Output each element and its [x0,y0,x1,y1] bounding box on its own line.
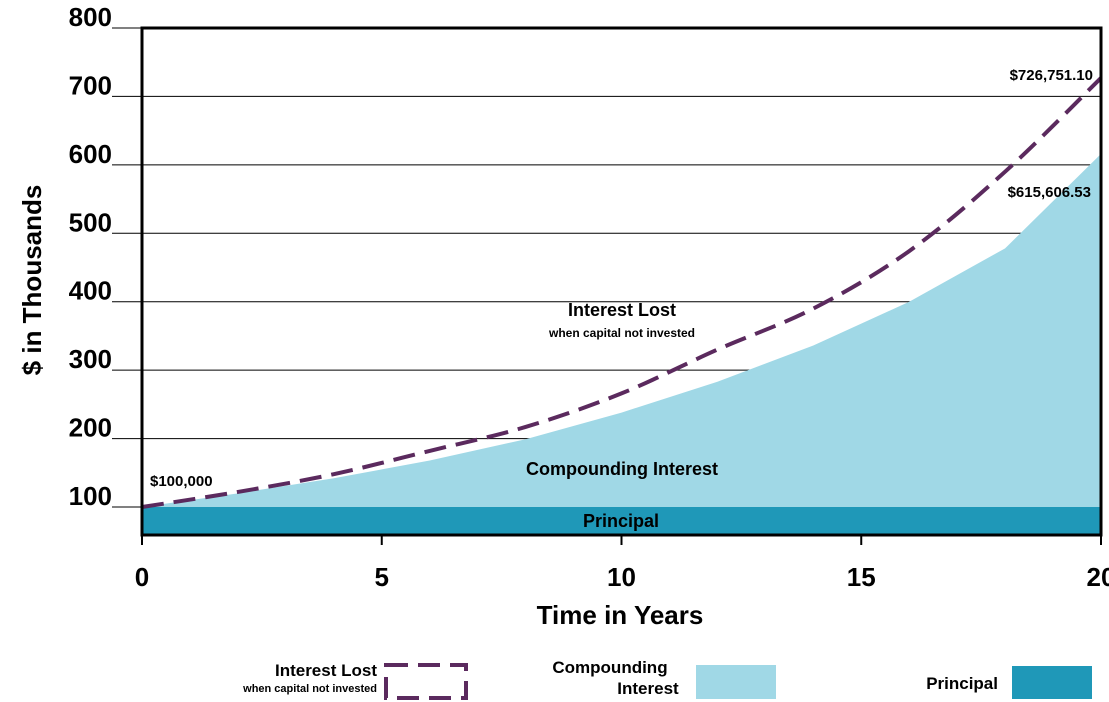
legend-compounding-sublabel: Interest [617,679,679,698]
legend: Interest Lost when capital not invested … [242,658,1092,700]
y-tick-label-200: 200 [69,413,112,443]
compounding-end-value: $615,606.53 [1008,184,1091,201]
x-tick-label-20: 20 [1087,562,1109,592]
principal-annotation: Principal [583,511,659,531]
interest-lost-annotation: Interest Lost [568,300,676,320]
area-layer [142,153,1101,536]
compounding-interest-area [142,153,1101,507]
legend-principal-swatch [1012,666,1092,699]
y-axis-title: $ in Thousands [17,185,47,376]
x-axis-title: Time in Years [537,600,704,630]
legend-interest-lost-sublabel: when capital not invested [242,683,377,695]
principal-band [142,507,1101,536]
legend-compounding-swatch [696,665,776,699]
legend-principal-label: Principal [926,674,998,693]
y-tick-label-700: 700 [69,70,112,100]
y-tick-label-300: 300 [69,344,112,374]
compounding-interest-annotation: Compounding Interest [526,459,718,479]
y-tick-label-600: 600 [69,139,112,169]
y-tick-label-500: 500 [69,207,112,237]
line-layer [141,76,1103,509]
x-tick-label-15: 15 [847,562,876,592]
axis-layer: 100 200 300 400 500 600 700 800 0 5 10 15 20 [69,2,1109,592]
interest-lost-end-value: $726,751.10 [1010,67,1093,84]
y-tick-label-800: 800 [69,2,112,32]
grid-layer [112,27,1101,508]
x-tick-label-10: 10 [607,562,636,592]
legend-interest-lost-swatch [384,663,468,700]
legend-compounding-label: Compounding [552,658,667,677]
y-tick-label-100: 100 [69,481,112,511]
start-value-label: $100,000 [150,473,213,490]
interest-lost-annotation-sub: when capital not invested [548,326,695,340]
interest-lost-line [141,76,1103,509]
legend-interest-lost-label: Interest Lost [275,661,377,680]
y-tick-label-400: 400 [69,276,112,306]
x-tick-label-0: 0 [135,562,149,592]
x-tick-label-5: 5 [375,562,389,592]
